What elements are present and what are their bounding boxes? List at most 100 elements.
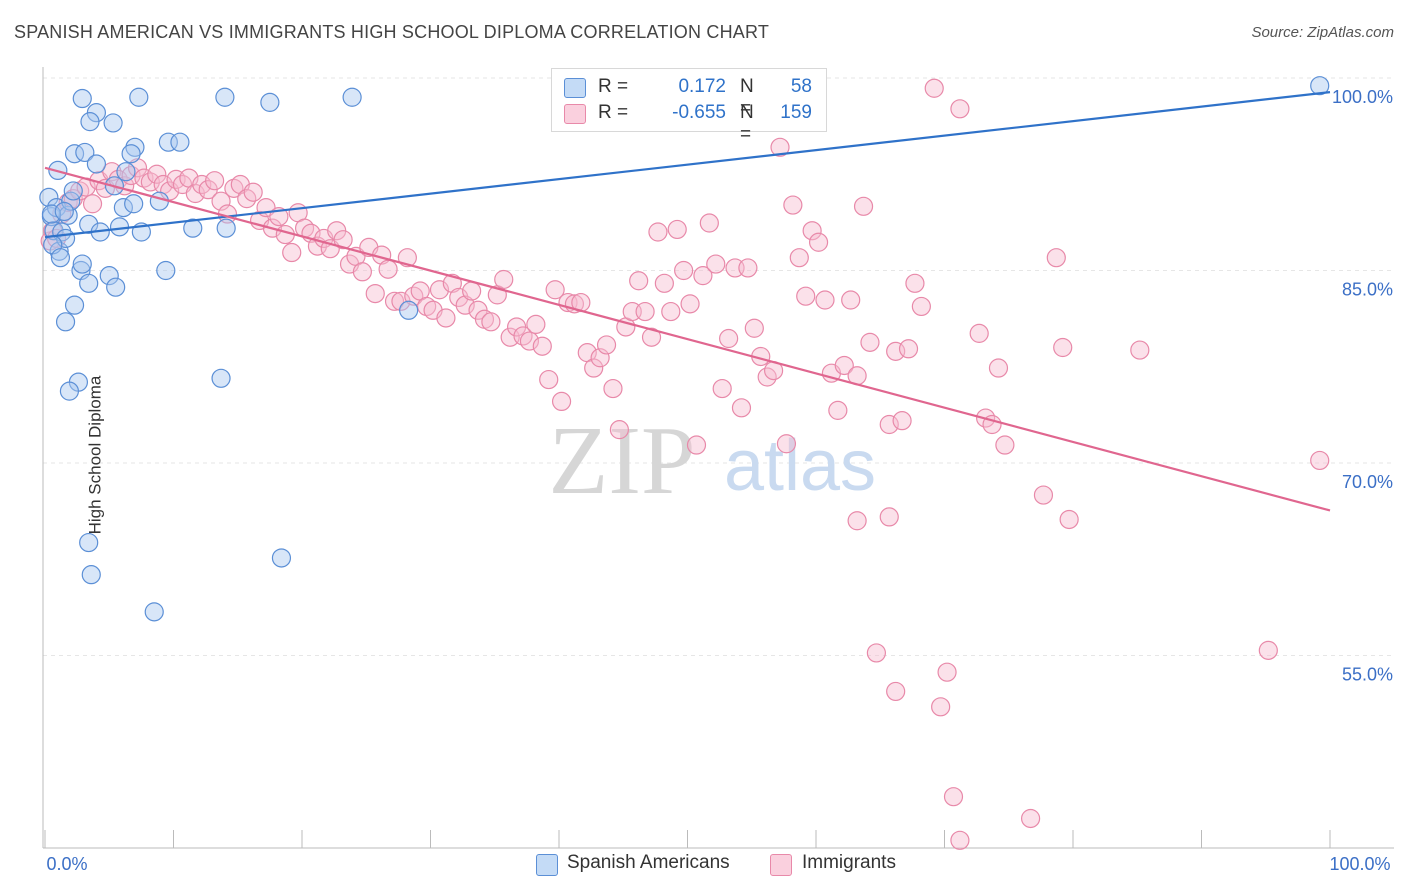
immigrants-point xyxy=(969,323,989,343)
immigrants-point xyxy=(513,326,533,346)
spanish-americans-point xyxy=(106,277,126,297)
spanish-americans-point xyxy=(271,548,292,568)
spanish-americans-point xyxy=(1310,76,1330,96)
immigrants-point xyxy=(596,335,617,355)
immigrants-point xyxy=(205,171,225,191)
immigrants-point xyxy=(127,158,148,178)
spanish-americans-point xyxy=(79,532,99,553)
spanish-americans-point xyxy=(183,218,203,238)
pink-swatch-icon xyxy=(770,854,792,876)
immigrants-point xyxy=(834,355,854,376)
immigrants-point xyxy=(950,99,970,119)
x-ticks xyxy=(44,830,1331,848)
legend-r-label: R = xyxy=(598,76,629,97)
immigrants-point xyxy=(519,331,540,351)
gridlines xyxy=(43,77,1394,656)
immigrants-point xyxy=(378,259,398,279)
y-tick-label: 100.0% xyxy=(1332,87,1393,107)
spanish-americans-point xyxy=(156,260,176,281)
immigrants-point xyxy=(635,301,655,322)
immigrants-point xyxy=(384,291,405,311)
immigrants-point xyxy=(282,242,302,263)
legend-n-label: N = xyxy=(740,102,754,145)
immigrants-point xyxy=(931,697,951,717)
immigrants-point xyxy=(802,221,822,241)
spanish-americans-point xyxy=(109,217,130,237)
spanish-americans-point xyxy=(121,144,141,164)
immigrants-point xyxy=(719,328,739,349)
immigrants-point xyxy=(1130,340,1150,360)
immigrants-point xyxy=(943,787,964,807)
immigrants-point xyxy=(950,830,970,850)
legend-n-value: 159 xyxy=(780,102,812,123)
y-axis-label: High School Diploma xyxy=(85,375,105,535)
spanish-americans-point xyxy=(81,565,101,585)
immigrants-point xyxy=(866,643,886,663)
immigrants-point xyxy=(455,295,475,315)
immigrants-point xyxy=(1310,450,1330,471)
immigrants-point xyxy=(404,286,424,306)
spanish-americans-point xyxy=(55,312,76,332)
immigrants-point xyxy=(1053,337,1073,358)
spanish-americans-point xyxy=(80,112,100,132)
immigrants-point xyxy=(828,400,848,420)
immigrants-point xyxy=(641,327,662,347)
spanish-americans-point xyxy=(144,602,164,622)
immigrants-point xyxy=(686,435,707,455)
immigrants-point xyxy=(738,258,758,278)
watermark-atlas: atlas xyxy=(724,426,876,506)
immigrants-point xyxy=(526,314,546,334)
spanish-americans-points xyxy=(39,76,1330,622)
immigrants-point xyxy=(744,318,764,338)
immigrants-point xyxy=(712,378,732,399)
immigrants-point xyxy=(815,290,835,310)
spanish-americans-point xyxy=(260,92,280,112)
spanish-americans-point xyxy=(158,132,178,152)
immigrants-point xyxy=(770,137,790,157)
y-tick-label: 55.0% xyxy=(1342,665,1393,685)
correlation-legend: R = 0.172 N = 58 R = -0.655 N = 159 xyxy=(551,68,827,145)
immigrants-point xyxy=(847,511,867,531)
legend-n-label: N = xyxy=(740,76,754,119)
immigrants-point xyxy=(995,435,1015,455)
legend-r-value: 0.172 xyxy=(678,76,726,97)
immigrants-point xyxy=(693,266,713,286)
immigrants-point xyxy=(333,230,353,250)
immigrants-point xyxy=(192,174,212,195)
legend-immigrants: Immigrants xyxy=(802,852,896,873)
spanish-americans-point xyxy=(399,300,419,320)
spanish-americans-point xyxy=(75,142,95,163)
legend-r-value: -0.655 xyxy=(672,102,726,123)
immigrants-point xyxy=(243,182,263,202)
immigrants-point xyxy=(699,213,719,233)
blue-swatch-icon xyxy=(564,78,586,98)
immigrants-point xyxy=(481,312,501,332)
immigrants-point xyxy=(545,280,565,300)
trend-lines xyxy=(44,91,1331,512)
immigrants-point xyxy=(352,262,372,282)
spanish-americans-point xyxy=(39,187,59,207)
immigrants-point xyxy=(860,332,880,352)
immigrants-point xyxy=(892,411,912,431)
immigrants-point xyxy=(551,391,572,411)
immigrants-point xyxy=(905,273,925,293)
immigrants-point xyxy=(776,434,797,454)
x-tick-label-max: 100.0% xyxy=(1329,854,1390,874)
y-tick-label: 85.0% xyxy=(1342,280,1393,300)
immigrants-point xyxy=(661,301,681,322)
immigrants-point xyxy=(494,269,514,290)
immigrants-point xyxy=(988,358,1009,378)
spanish-americans-point xyxy=(215,87,235,107)
immigrants-point xyxy=(731,398,752,418)
spanish-americans-point xyxy=(149,191,169,211)
immigrants-point xyxy=(1258,640,1278,660)
legend-spanish-americans: Spanish Americans xyxy=(567,852,730,873)
spanish-americans-point xyxy=(86,154,107,174)
spanish-americans-point xyxy=(99,266,119,286)
y-tick-label: 70.0% xyxy=(1342,472,1393,492)
immigrants-point xyxy=(841,290,861,310)
spanish-americans-point xyxy=(64,144,85,164)
spanish-americans-point xyxy=(211,368,231,388)
spanish-americans-point xyxy=(170,132,190,152)
immigrants-point xyxy=(603,378,623,399)
